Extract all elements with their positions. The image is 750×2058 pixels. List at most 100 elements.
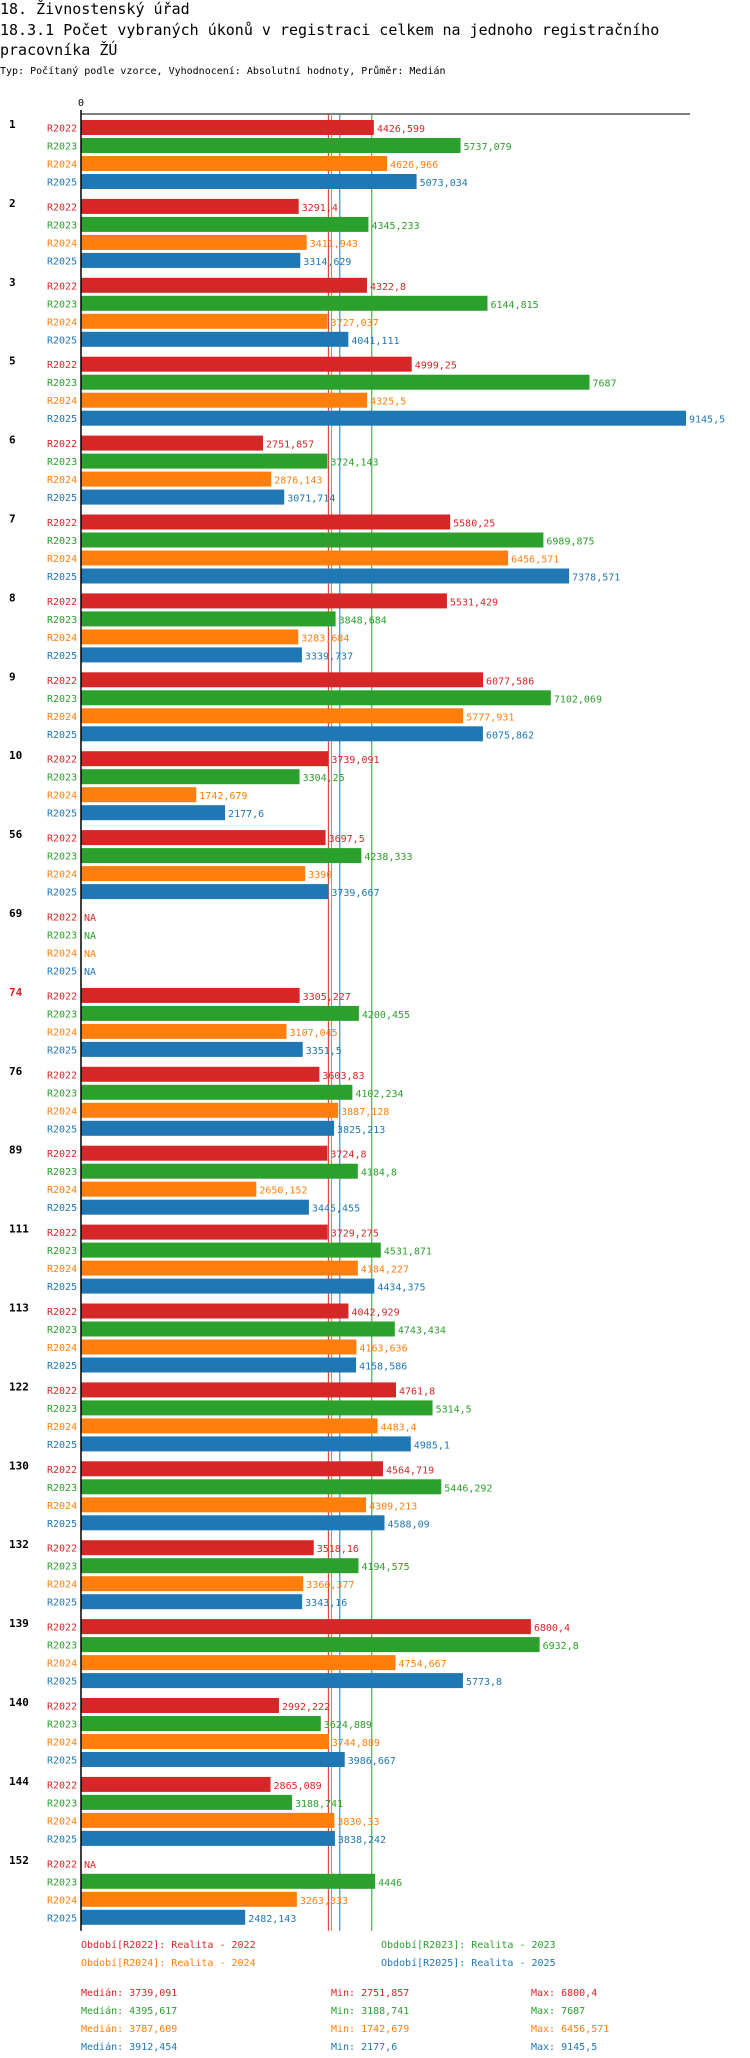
bar [81, 848, 362, 864]
bar [81, 1436, 411, 1452]
bar [81, 568, 570, 584]
group-label: 89 [9, 1144, 22, 1157]
group-label: 8 [9, 591, 16, 604]
stat-min-r2025: Min: 2177,6 [331, 2042, 398, 2053]
data-label: 3107,045 [290, 1028, 338, 1039]
data-label: 3411,943 [310, 239, 358, 250]
bar [81, 1776, 271, 1792]
data-label: 2992,222 [282, 1702, 330, 1713]
bar [81, 1120, 335, 1136]
chart-title: 18.3.1 Počet vybraných úkonů v registrac… [0, 21, 660, 59]
bar [81, 410, 686, 426]
data-label: 1742,679 [199, 791, 247, 802]
series-label: R2023 [47, 1483, 77, 1494]
series-label: R2022 [47, 202, 77, 213]
data-label: 3291,4 [302, 203, 338, 214]
group-label: 74 [9, 986, 23, 999]
data-label: 5446,292 [444, 1483, 492, 1494]
series-label: R2023 [47, 615, 77, 626]
series-label: R2024 [47, 317, 77, 328]
series-label: R2024 [47, 633, 77, 644]
data-label: NA [84, 1860, 96, 1871]
data-label: 3339,737 [305, 651, 353, 662]
group-label: 10 [9, 749, 22, 762]
data-label: 6932,8 [543, 1641, 579, 1652]
data-label: 4184,8 [361, 1168, 397, 1179]
group-label: 5 [9, 355, 16, 368]
data-label: 2876,143 [274, 476, 322, 487]
series-label: R2025 [47, 178, 77, 189]
data-label: 3838,242 [338, 1835, 386, 1846]
stat-max-r2024: Max: 6456,571 [531, 2024, 610, 2035]
data-label: 3343,16 [305, 1598, 347, 1609]
bar [81, 1163, 358, 1179]
series-label: R2022 [47, 124, 77, 135]
legend-r2024: Období[R2024]: Realita - 2024 [81, 1958, 256, 1969]
stat-min-r2022: Min: 2751,857 [331, 1988, 410, 1999]
bar [81, 1515, 385, 1531]
data-label: 7102,069 [554, 694, 602, 705]
series-label: R2024 [47, 475, 77, 486]
data-label: 3390 [308, 870, 332, 881]
bar [81, 216, 369, 232]
bar [81, 471, 272, 487]
data-label: 4626,966 [390, 160, 438, 171]
bar [81, 277, 367, 293]
series-label: R2025 [47, 572, 77, 583]
bar [81, 1619, 531, 1635]
series-label: R2022 [47, 1702, 77, 1713]
data-label: 2482,143 [248, 1914, 296, 1925]
bar [81, 672, 484, 688]
series-label: R2024 [47, 1501, 77, 1512]
data-label: 3729,275 [331, 1229, 379, 1240]
series-label: R2022 [47, 1070, 77, 1081]
series-label: R2023 [47, 299, 77, 310]
bar [81, 453, 328, 469]
stat-median-r2025: Medián: 3912,454 [81, 2042, 178, 2053]
series-label: R2023 [47, 378, 77, 389]
series-label: R2025 [47, 414, 77, 425]
bar [81, 374, 590, 390]
series-label: R2022 [47, 281, 77, 292]
series-label: R2023 [47, 1088, 77, 1099]
bar [81, 1716, 321, 1731]
stat-max-r2023: Max: 7687 [531, 2006, 586, 2017]
bar [81, 611, 336, 627]
data-label: 3697,5 [329, 834, 365, 845]
series-label: R2023 [47, 931, 77, 942]
bar [81, 1558, 359, 1574]
series-label: R2024 [47, 1816, 77, 1827]
bar [81, 647, 302, 663]
bar [81, 1479, 442, 1495]
bar [81, 787, 197, 803]
data-label: 9145,5 [689, 415, 725, 426]
series-label: R2023 [47, 1798, 77, 1809]
chart-subtitle: Typ: Počítaný podle vzorce, Vyhodnocení:… [0, 66, 446, 77]
bar [81, 138, 461, 153]
series-label: R2024 [47, 1895, 77, 1906]
data-label: 3263,333 [300, 1896, 348, 1907]
bar [81, 1242, 381, 1258]
bar [81, 1461, 383, 1477]
series-label: R2025 [47, 1361, 77, 1372]
bar [81, 1278, 375, 1294]
bar [81, 1357, 357, 1373]
data-label: 3727,037 [331, 318, 379, 329]
stat-min-r2023: Min: 3188,741 [331, 2006, 410, 2017]
series-label: R2025 [47, 1756, 77, 1767]
bar [81, 156, 388, 171]
bar [81, 1041, 303, 1057]
data-label: 3744,889 [332, 1738, 380, 1749]
bar [81, 1418, 378, 1434]
data-label: 4426,599 [377, 124, 425, 135]
bar [81, 295, 488, 311]
series-label: R2024 [47, 1185, 77, 1196]
data-label: 6144,815 [490, 300, 538, 311]
bar [81, 987, 300, 1003]
series-label: R2022 [47, 991, 77, 1002]
bar [81, 1812, 335, 1828]
data-label: 4200,455 [362, 1010, 410, 1021]
series-label: R2025 [47, 809, 77, 820]
series-label: R2023 [47, 1877, 77, 1888]
bar [81, 1181, 257, 1197]
